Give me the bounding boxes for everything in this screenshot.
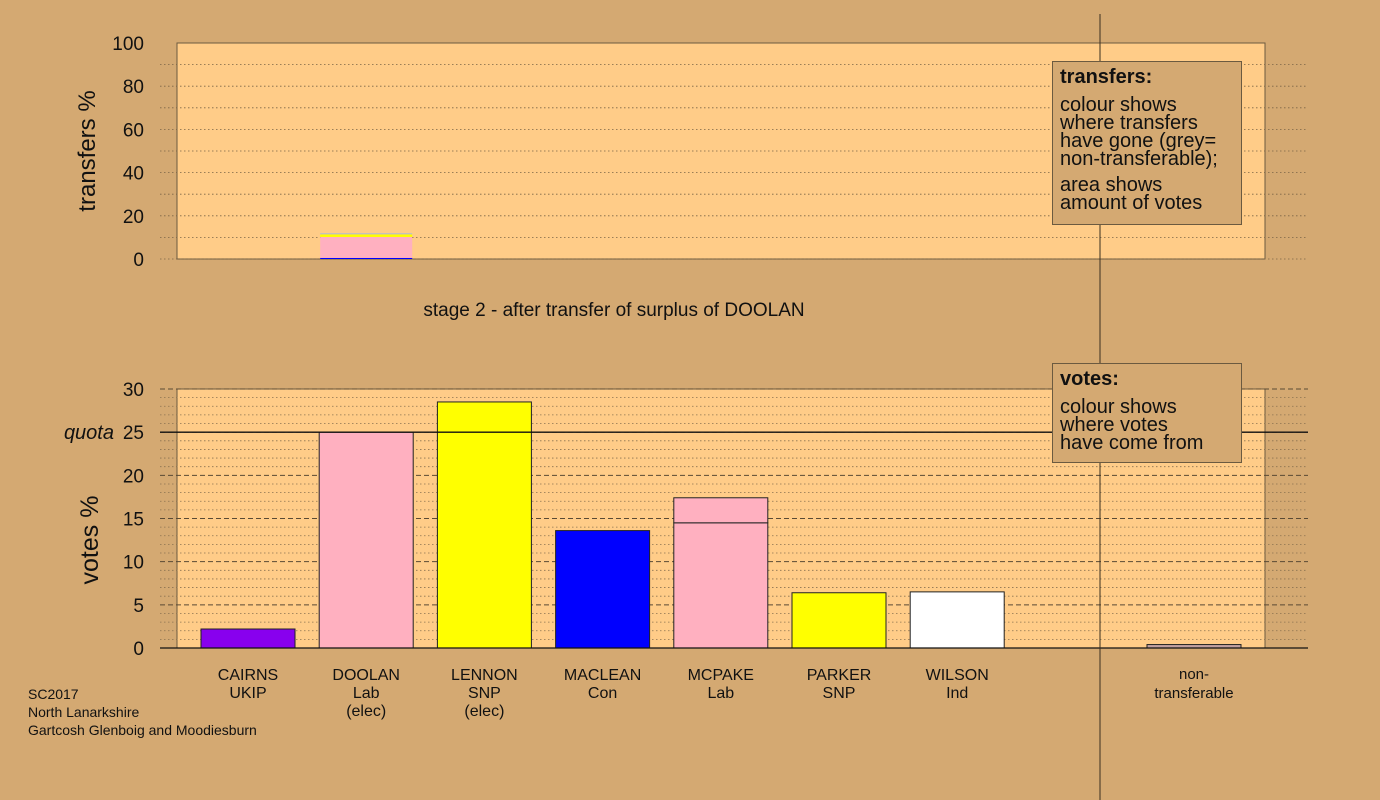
candidate-name: DOOLAN [332, 667, 400, 684]
vote-bar-lennon [436, 401, 532, 649]
votes-bars [200, 401, 1242, 649]
transfers-legend-text-2: area shows amount of votes [1060, 174, 1234, 214]
non-transferable-label-line2: transferable [1154, 685, 1233, 702]
transfers-legend-line: where transfers [1060, 112, 1198, 134]
credits-ward: Gartcosh Glenboig and Moodiesburn [28, 722, 257, 738]
transfer-segment [320, 233, 413, 235]
credits-council: North Lanarkshire [28, 704, 140, 720]
candidate-name: MACLEAN [564, 667, 641, 684]
transfers-legend-line: area shows [1060, 174, 1163, 196]
vote-bar-maclean [555, 530, 651, 649]
candidate-party: UKIP [229, 685, 266, 702]
candidate-name: MCPAKE [688, 667, 754, 684]
y-tick-label: 25 [123, 423, 144, 444]
transfers-legend-line: non-transferable); [1060, 148, 1218, 170]
vote-bar-parker [791, 592, 887, 649]
transfers-legend-line: colour shows [1060, 94, 1177, 116]
candidate-name: PARKER [807, 667, 872, 684]
votes-legend-line: have come from [1060, 432, 1204, 454]
y-tick-label: 30 [123, 380, 144, 401]
votes-y-axis-label: votes % [76, 496, 104, 585]
y-tick-label: 10 [123, 553, 144, 574]
candidate-party: Lab [707, 685, 734, 702]
candidate-party: SNP [823, 685, 856, 702]
vote-bar-mcpake [673, 522, 769, 649]
vote-bar-mcpake [673, 497, 769, 524]
candidate-name: WILSON [926, 667, 989, 684]
y-tick-label: 15 [123, 510, 144, 531]
vote-bar-wilson [909, 591, 1005, 649]
candidate-labels: CAIRNSUKIPDOOLANLab(elec)LENNONSNP(elec)… [218, 667, 989, 720]
transfer-segment [320, 236, 413, 258]
candidate-party: Con [588, 685, 617, 702]
quota-label: quota [64, 422, 114, 444]
transfers-legend-line: have gone (grey= [1060, 130, 1217, 152]
transfers-legend-line: amount of votes [1060, 192, 1203, 214]
transfers-y-axis-label: transfers % [74, 90, 101, 211]
credits: SC2017 North Lanarkshire Gartcosh Glenbo… [28, 685, 257, 739]
y-tick-label: 20 [123, 207, 144, 228]
vote-bar-cairns [200, 628, 296, 649]
votes-legend-title: votes: [1060, 368, 1119, 390]
credits-election: SC2017 [28, 686, 79, 702]
votes-y-ticks: 0 5 10 15 20 25 30 [123, 380, 144, 660]
y-tick-label: 100 [112, 34, 144, 55]
transfers-y-ticks: 0 20 40 60 80 100 [112, 34, 144, 271]
y-tick-label: 5 [133, 596, 144, 617]
votes-legend: votes: colour shows where votes have com… [1052, 363, 1242, 463]
candidate-party: Ind [946, 685, 968, 702]
y-tick-label: 0 [133, 639, 144, 660]
candidate-party: SNP [468, 685, 501, 702]
non-transferable-label-line1: non- [1179, 666, 1209, 683]
y-tick-label: 20 [123, 466, 144, 487]
transfers-bars [320, 233, 413, 259]
transfer-segment [320, 257, 413, 259]
vote-bar-doolan [318, 431, 414, 649]
votes-legend-line: where votes [1060, 414, 1168, 436]
transfers-legend-text-1: colour shows where transfers have gone (… [1060, 94, 1234, 170]
transfers-legend-title: transfers: [1060, 66, 1153, 88]
stage-caption: stage 2 - after transfer of surplus of D… [423, 300, 804, 321]
y-tick-label: 80 [123, 77, 144, 98]
candidate-party: Lab [353, 685, 380, 702]
candidate-name: LENNON [451, 667, 518, 684]
y-tick-label: 0 [133, 250, 144, 271]
y-tick-label: 60 [123, 120, 144, 141]
transfers-legend: transfers: colour shows where transfers … [1052, 61, 1242, 225]
candidate-name: CAIRNS [218, 667, 278, 684]
candidate-status: (elec) [346, 703, 386, 720]
y-tick-label: 40 [123, 164, 144, 185]
transfer-segment [320, 234, 413, 237]
votes-legend-line: colour shows [1060, 396, 1177, 418]
candidate-status: (elec) [464, 703, 504, 720]
